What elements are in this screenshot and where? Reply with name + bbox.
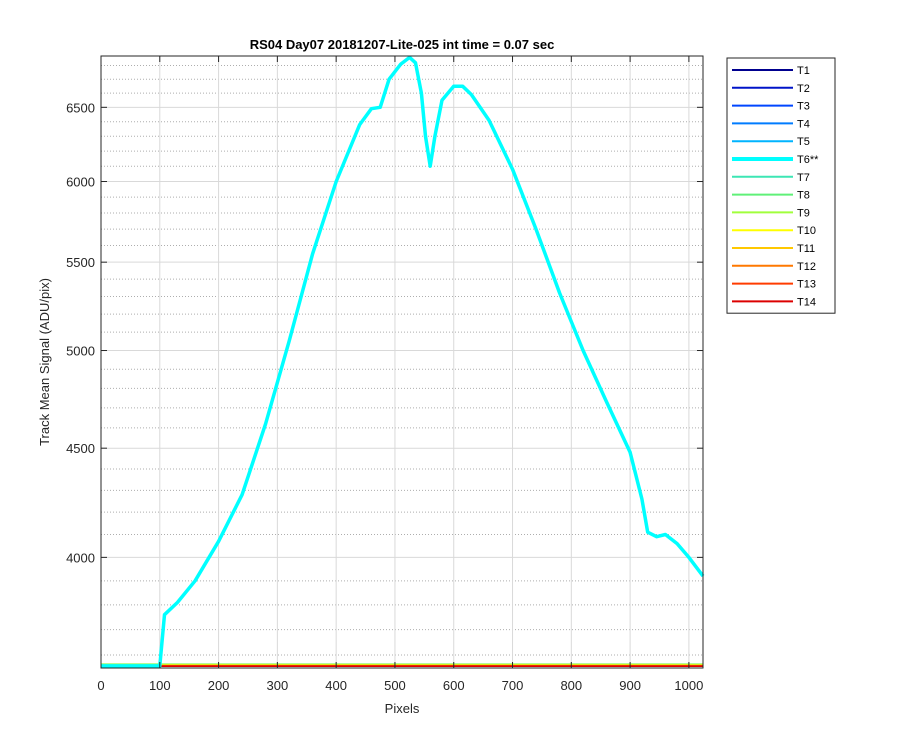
- legend-entry: T2: [797, 83, 810, 95]
- y-tick-label: 4000: [66, 550, 95, 565]
- legend-entry: T9: [797, 207, 810, 219]
- legend-entry: T5: [797, 136, 810, 148]
- x-tick-label: 100: [149, 678, 171, 693]
- legend-entry: T13: [797, 279, 816, 291]
- legend-entry: T10: [797, 225, 816, 237]
- y-axis-label: Track Mean Signal (ADU/pix): [37, 278, 52, 446]
- x-tick-label: 1000: [674, 678, 703, 693]
- plot-frame: [100, 55, 704, 669]
- y-tick-label: 4500: [66, 441, 95, 456]
- legend-entry: T1: [797, 65, 810, 77]
- y-tick-label: 5500: [66, 255, 95, 270]
- legend-entry: T3: [797, 101, 810, 113]
- legend: T1 T2 T3 T4 T5 T6** T7 T8 T9 T10 T11 T12 T13 T14: [726, 57, 836, 314]
- x-tick-label: 700: [502, 678, 524, 693]
- chart-title: RS04 Day07 20181207-Lite-025 int time = …: [250, 37, 555, 52]
- y-tick-label: 6000: [66, 175, 95, 190]
- legend-box: [726, 57, 836, 314]
- x-axis-label: Pixels: [385, 701, 420, 716]
- y-tick-label: 5000: [66, 344, 95, 359]
- x-tick-label: 0: [97, 678, 104, 693]
- legend-entry: T11: [797, 243, 815, 255]
- legend-entry: T6**: [797, 154, 819, 166]
- legend-entry: T7: [797, 172, 810, 184]
- ticks: 0 100 200 300 400 500 600 700 800 900 1000 4000 4500…: [66, 56, 703, 693]
- series-line-t6: [101, 55, 705, 668]
- series-group: [101, 55, 705, 668]
- legend-entry: T14: [797, 296, 816, 308]
- x-tick-label: 200: [208, 678, 230, 693]
- x-tick-label: 800: [560, 678, 582, 693]
- x-tick-label: 900: [619, 678, 641, 693]
- x-tick-label: 600: [443, 678, 465, 693]
- legend-entry: T8: [797, 190, 810, 202]
- legend-entry: T12: [797, 261, 816, 273]
- grid: [100, 56, 703, 668]
- x-tick-label: 300: [267, 678, 289, 693]
- legend-entry: T4: [797, 118, 810, 130]
- x-tick-label: 500: [384, 678, 406, 693]
- x-tick-label: 400: [325, 678, 347, 693]
- y-tick-label: 6500: [66, 100, 95, 115]
- plot-area: [101, 56, 703, 668]
